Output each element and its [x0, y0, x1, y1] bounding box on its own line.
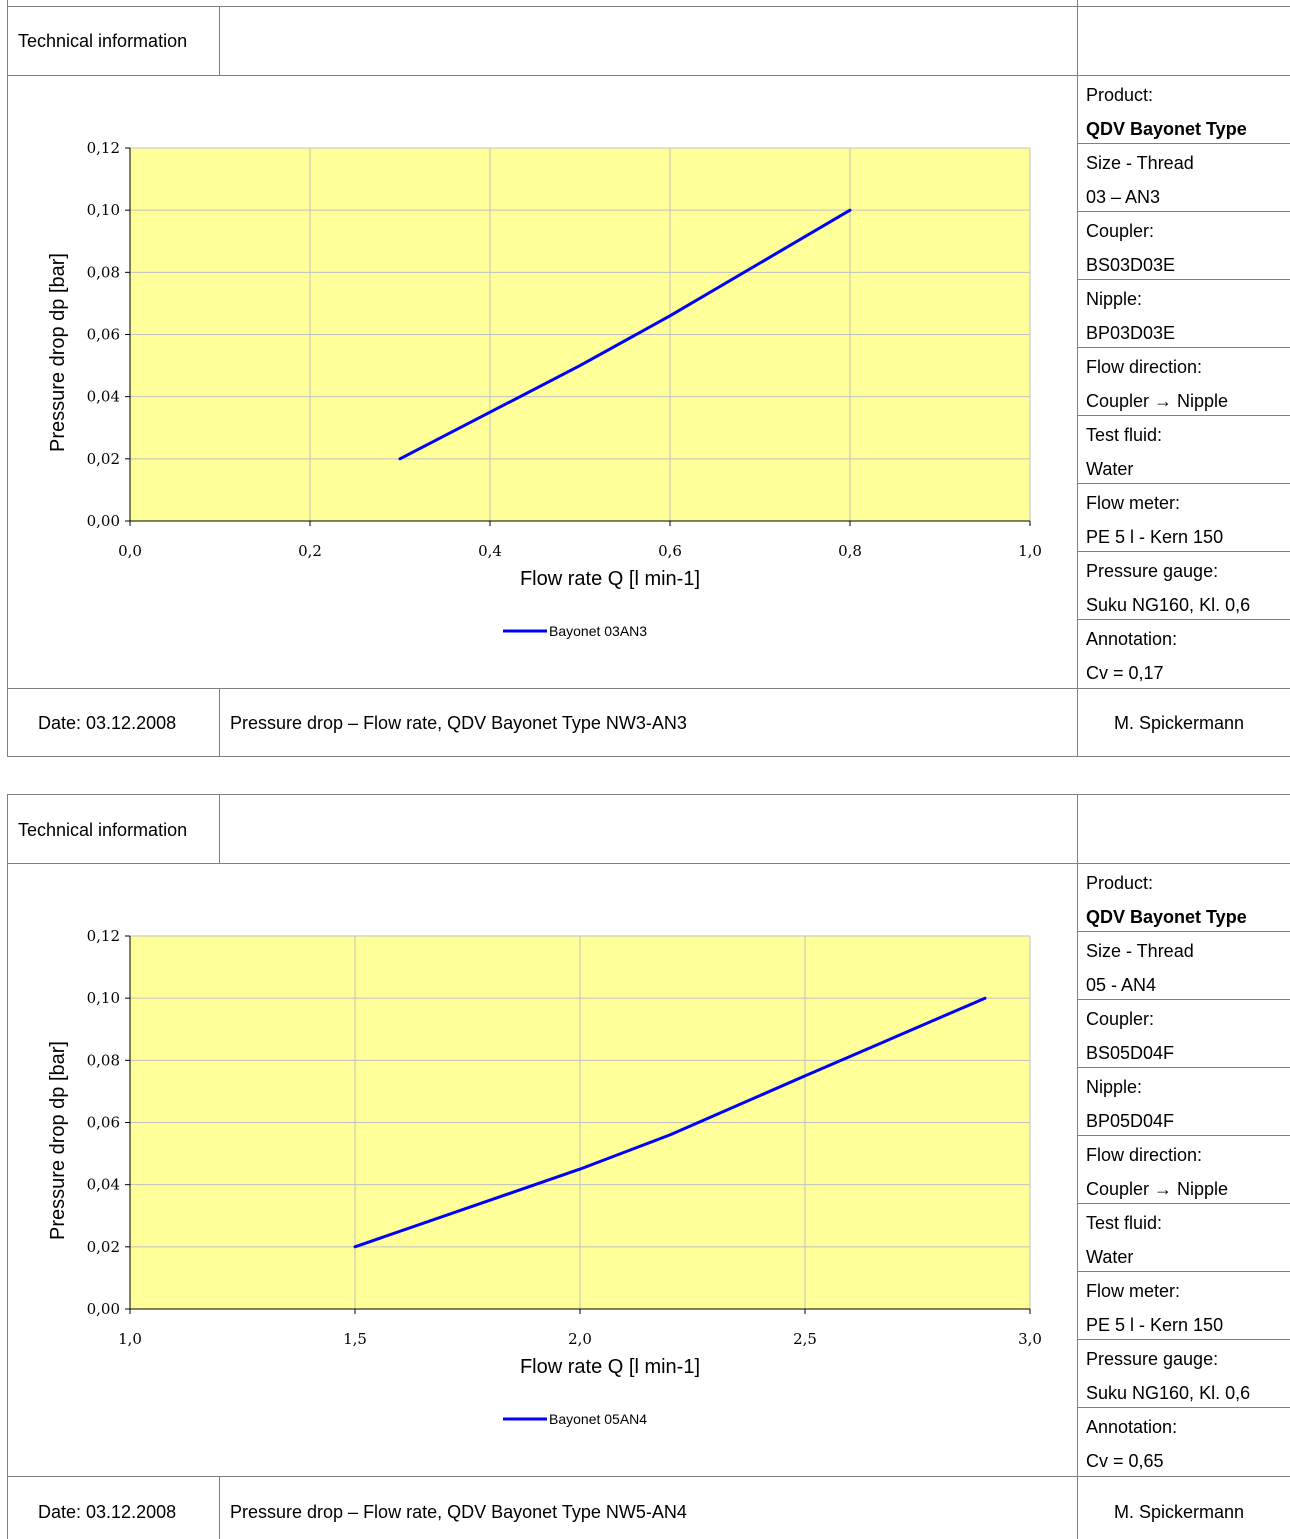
footer-description: Pressure drop – Flow rate, QDV Bayonet T…: [230, 713, 687, 733]
y-tick-label: 0,06: [87, 1114, 120, 1132]
info-value-nipple: BP05D04F: [1086, 1111, 1175, 1131]
info-value-nipple: BP03D03E: [1086, 323, 1176, 343]
info-label-coupler: Coupler:: [1086, 221, 1155, 241]
info-label-flow-direction: Flow direction:: [1086, 357, 1203, 377]
info-label-test-fluid: Test fluid:: [1086, 1213, 1163, 1233]
chart-container-1: 0,0 0,2 0,4 0,6 0,8 1,0 0,00 0,02 0,04 0,06 0,08 0,…: [8, 76, 1076, 688]
info-label-flow-direction: Flow direction:: [1086, 1145, 1203, 1165]
series-line: [398, 208, 852, 461]
x-tick-label: 1,0: [1018, 542, 1042, 560]
info-value-flow-meter: PE 5 l - Kern 150: [1086, 1315, 1224, 1335]
info-label-pressure-gauge: Pressure gauge:: [1086, 561, 1219, 581]
info-label-nipple: Nipple:: [1086, 1077, 1143, 1097]
y-tick-label: 0,00: [87, 512, 120, 530]
info-value-flow-direction: Coupler → Nipple: [1086, 1179, 1229, 1199]
y-tick-label: 0,00: [87, 1300, 120, 1318]
info-label-product: Product:: [1086, 85, 1154, 105]
x-tick-label: 0,4: [478, 542, 502, 560]
info-label-annotation: Annotation:: [1086, 629, 1178, 649]
x-tick-label: 1,5: [343, 1330, 367, 1348]
y-axis-title: Pressure drop dp [bar]: [47, 253, 69, 452]
info-label-size: Size - Thread: [1086, 941, 1194, 961]
y-tick-label: 0,10: [87, 989, 120, 1007]
header-label: Technical information: [18, 820, 188, 840]
datasheet-2: Technical information Product: QDV Bayon…: [0, 757, 1290, 1539]
y-tick-label: 0,04: [87, 388, 120, 406]
footer-author: M. Spickermann: [1114, 1502, 1245, 1522]
info-label-pressure-gauge: Pressure gauge:: [1086, 1349, 1219, 1369]
y-tick-label: 0,06: [87, 326, 120, 344]
info-label-annotation: Annotation:: [1086, 1417, 1178, 1437]
x-tick-label: 1,0: [118, 1330, 142, 1348]
footer-description: Pressure drop – Flow rate, QDV Bayonet T…: [230, 1502, 687, 1522]
info-value-size: 05 - AN4: [1086, 975, 1157, 995]
info-label-test-fluid: Test fluid:: [1086, 425, 1163, 445]
datasheet-1: Technical information Product: QDV Bayon…: [0, 0, 1290, 757]
x-tick-label: 0,8: [838, 542, 862, 560]
info-value-product: QDV Bayonet Type: [1086, 119, 1247, 139]
pressure-drop-chart-1: 0,0 0,2 0,4 0,6 0,8 1,0 0,00 0,02 0,04 0,06 0,08 0,…: [47, 139, 1042, 639]
x-tick-label: 2,0: [568, 1330, 592, 1348]
x-tick-label: 0,6: [658, 542, 682, 560]
footer-author: M. Spickermann: [1114, 713, 1245, 733]
info-value-product: QDV Bayonet Type: [1086, 907, 1247, 927]
x-axis-title: Flow rate Q [l min-1]: [520, 568, 700, 590]
footer-date: Date: 03.12.2008: [38, 1502, 177, 1522]
y-tick-label: 0,10: [87, 201, 120, 219]
info-label-nipple: Nipple:: [1086, 289, 1143, 309]
pressure-drop-chart-2: 1,0 1,5 2,0 2,5 3,0 0,00 0,02 0,04 0,06 0,08 0,10 0…: [47, 927, 1042, 1427]
info-value-test-fluid: Water: [1086, 1247, 1134, 1267]
y-tick-label: 0,12: [87, 927, 120, 945]
y-tick-label: 0,02: [87, 1238, 120, 1256]
y-tick-label: 0,04: [87, 1176, 120, 1194]
y-tick-label: 0,08: [87, 263, 120, 281]
y-tick-label: 0,12: [87, 139, 120, 157]
info-value-pressure-gauge: Suku NG160, Kl. 0,6: [1086, 595, 1251, 615]
y-tick-label: 0,08: [87, 1051, 120, 1069]
x-tick-label: 2,5: [793, 1330, 817, 1348]
info-value-pressure-gauge: Suku NG160, Kl. 0,6: [1086, 1383, 1251, 1403]
chart-container-2: 1,0 1,5 2,0 2,5 3,0 0,00 0,02 0,04 0,06 0,08 0,10 0…: [8, 864, 1076, 1476]
y-axis-title: Pressure drop dp [bar]: [47, 1041, 69, 1240]
header-label: Technical information: [18, 31, 188, 51]
x-tick-label: 0,2: [298, 542, 322, 560]
legend-label: Bayonet 05AN4: [549, 1411, 647, 1427]
info-label-flow-meter: Flow meter:: [1086, 1281, 1181, 1301]
info-value-flow-direction: Coupler → Nipple: [1086, 391, 1229, 411]
info-label-coupler: Coupler:: [1086, 1009, 1155, 1029]
x-tick-label: 0,0: [118, 542, 142, 560]
info-value-flow-meter: PE 5 l - Kern 150: [1086, 527, 1224, 547]
info-label-size: Size - Thread: [1086, 153, 1194, 173]
x-tick-label: 3,0: [1018, 1330, 1042, 1348]
y-tick-label: 0,02: [87, 450, 120, 468]
info-label-product: Product:: [1086, 873, 1154, 893]
info-value-coupler: BS05D04F: [1086, 1043, 1175, 1063]
info-label-flow-meter: Flow meter:: [1086, 493, 1181, 513]
series-line: [353, 996, 987, 1249]
info-value-annotation: Cv = 0,17: [1086, 663, 1164, 683]
info-value-size: 03 – AN3: [1086, 187, 1161, 207]
footer-date: Date: 03.12.2008: [38, 713, 177, 733]
info-value-annotation: Cv = 0,65: [1086, 1451, 1164, 1471]
legend-label: Bayonet 03AN3: [549, 623, 647, 639]
x-axis-title: Flow rate Q [l min-1]: [520, 1356, 700, 1378]
info-value-coupler: BS03D03E: [1086, 255, 1176, 275]
info-value-test-fluid: Water: [1086, 459, 1134, 479]
